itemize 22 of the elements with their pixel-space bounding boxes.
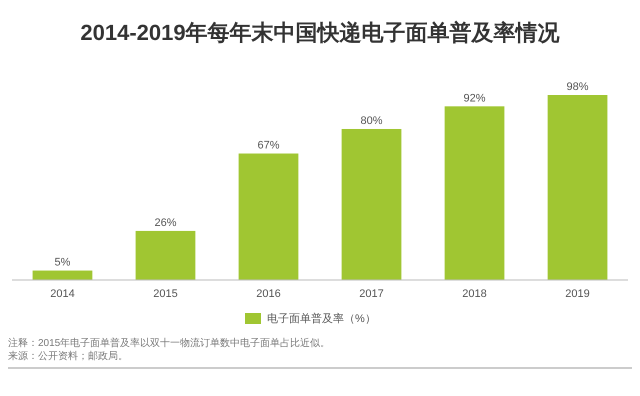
bar — [444, 106, 504, 280]
data-label: 5% — [54, 256, 71, 269]
bar — [238, 154, 298, 280]
x-tick-label: 2014 — [50, 288, 75, 300]
legend-label: 电子面单普及率（%） — [267, 312, 376, 325]
x-tick-label: 2019 — [565, 288, 590, 300]
bar — [32, 270, 92, 280]
data-label: 26% — [154, 216, 177, 229]
x-tick-label: 2016 — [256, 288, 281, 300]
text: 注释：2015年电子面单普及率以双十一物流订单数中电子面单占比近似。 — [8, 337, 330, 349]
bar — [342, 128, 402, 280]
x-tick-label: 2017 — [359, 288, 384, 300]
source-note: 来源：公开资料；邮政局。 — [8, 350, 128, 362]
x-tick-label: 2018 — [462, 288, 487, 300]
data-label: 92% — [464, 92, 486, 104]
data-label: 67% — [257, 140, 280, 152]
x-tick-label: 2015 — [153, 288, 178, 300]
bar — [548, 95, 608, 280]
data-label: 98% — [566, 81, 589, 93]
chart-title: 2014-2019年每年末中国快递电子面单普及率情况 — [80, 20, 561, 45]
data-label: 80% — [360, 114, 383, 127]
bar — [136, 230, 196, 280]
